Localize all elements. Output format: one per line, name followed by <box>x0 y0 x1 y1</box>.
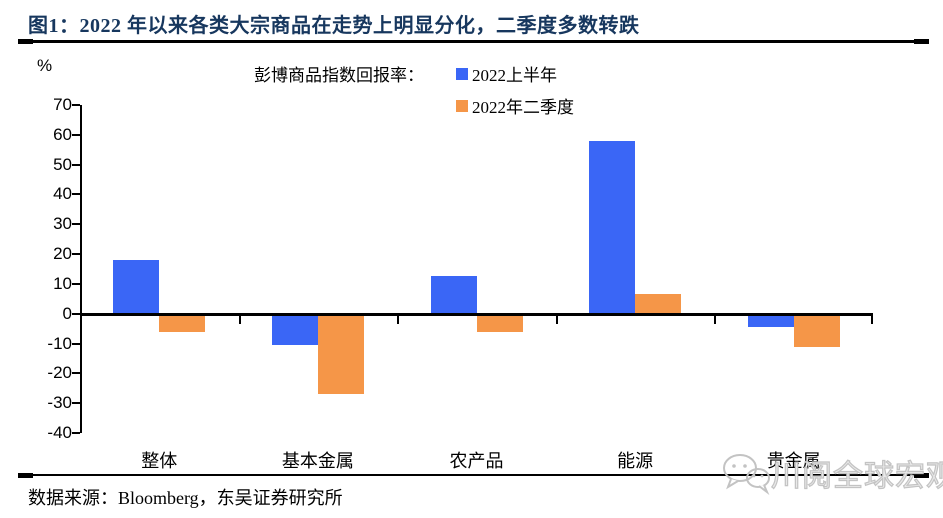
y-axis-tick-label: 10 <box>53 273 72 293</box>
y-axis-line <box>80 105 82 433</box>
bar-series1-cat5 <box>747 313 794 328</box>
y-axis-tick-label: 40 <box>53 184 72 204</box>
y-axis-tick <box>72 342 80 345</box>
y-axis-tick <box>72 223 80 226</box>
x-axis-tick <box>397 315 400 324</box>
bar-series1-cat1 <box>113 260 160 314</box>
figure-title: 图1：2022 年以来各类大宗商品在走势上明显分化，二季度多数转跌 <box>28 15 640 37</box>
legend-item-q2-2022: 2022年二季度 <box>456 93 574 118</box>
bar-series2-cat2 <box>317 313 364 395</box>
bar-series2-cat3 <box>476 313 523 332</box>
y-axis-tick-label: 50 <box>53 154 72 174</box>
y-axis-tick <box>72 193 80 196</box>
figure-bottom-border-line <box>18 473 929 478</box>
x-axis-category-label: 整体 <box>141 451 178 471</box>
y-axis-tick-label: -30 <box>47 393 72 413</box>
x-axis-category-label: 贵金属 <box>766 451 821 471</box>
y-axis-unit-label: % <box>37 56 53 75</box>
x-axis-category-label: 农产品 <box>449 451 504 471</box>
y-axis-tick <box>72 104 80 106</box>
y-axis-tick <box>72 312 80 315</box>
y-axis-tick <box>72 253 80 256</box>
y-axis-tick-label: -10 <box>47 333 72 353</box>
bar-series1-cat2 <box>271 313 318 346</box>
y-axis-tick <box>72 133 80 136</box>
y-axis-tick-label: 60 <box>53 124 72 144</box>
watermark: 川阅全球宏观 <box>721 451 943 495</box>
y-axis-tick <box>72 432 80 434</box>
y-axis-tick-label: 30 <box>53 214 72 234</box>
bar-chart-plot-area: 70 60 50 40 30 20 10 0 -10 -20 -30 -40 <box>47 95 873 442</box>
x-axis-zero-line <box>80 312 873 316</box>
y-axis-tick <box>72 402 80 405</box>
bar-series2-cat5 <box>793 313 840 347</box>
x-axis-tick <box>871 315 873 324</box>
x-axis-tick <box>555 315 558 324</box>
legend-label: 2022年二季度 <box>472 98 574 117</box>
watermark-text: 川阅全球宏观 <box>770 459 943 493</box>
y-axis-tick-label: -20 <box>47 363 72 383</box>
x-axis-category-label: 能源 <box>617 451 654 471</box>
bar-series2-cat1 <box>159 313 206 332</box>
title-divider-line <box>18 39 929 44</box>
y-axis-tick-label: 20 <box>53 244 72 264</box>
legend-swatch-blue <box>456 67 468 80</box>
y-axis-tick-label: -40 <box>47 423 72 442</box>
x-axis-category-label: 基本金属 <box>281 451 354 471</box>
x-axis-tick <box>238 315 241 324</box>
legend-label: 2022上半年 <box>472 66 557 85</box>
chart-legend-title: 彭博商品指数回报率： <box>254 66 424 85</box>
y-axis-tick <box>72 163 80 166</box>
x-axis-tick <box>714 315 717 324</box>
bar-series1-cat4 <box>589 140 636 314</box>
legend-swatch-orange <box>456 99 468 112</box>
bar-series1-cat3 <box>430 276 477 314</box>
bar-series2-cat4 <box>635 294 682 314</box>
data-source-note: 数据来源：Bloomberg，东吴证券研究所 <box>28 488 343 508</box>
y-axis-tick <box>72 282 80 285</box>
wechat-icon <box>723 454 770 495</box>
y-axis-tick <box>72 372 80 375</box>
legend-item-h1-2022: 2022上半年 <box>456 61 557 86</box>
y-axis-tick-label: 0 <box>62 303 72 323</box>
y-axis-tick-label: 70 <box>53 95 72 114</box>
